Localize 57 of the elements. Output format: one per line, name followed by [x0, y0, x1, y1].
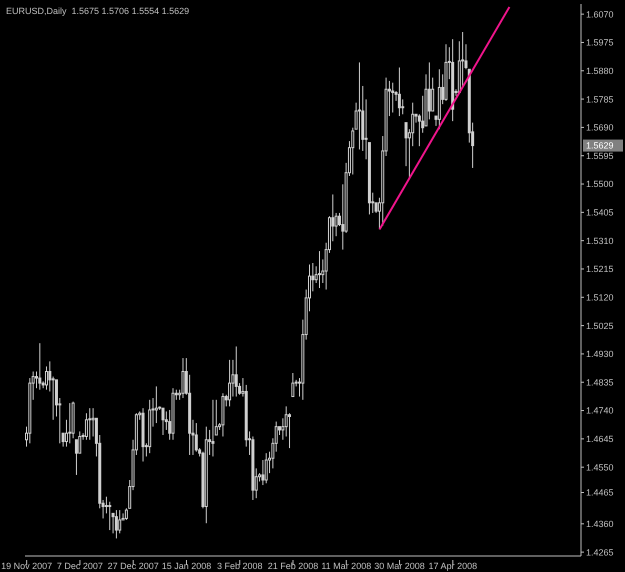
candlestick	[44, 366, 48, 390]
x-tick-label: 30 Mar 2008	[374, 561, 425, 571]
x-tick-label: 3 Feb 2008	[216, 561, 263, 571]
y-tick-label: 1.5310	[586, 236, 614, 246]
candlestick	[318, 250, 321, 289]
y-tick-label: 1.5500	[586, 179, 614, 190]
candlestick	[181, 358, 184, 399]
x-tick-label: 17 Apr 2008	[428, 561, 478, 571]
y-tick-label: 1.5215	[586, 264, 614, 274]
candlestick	[114, 510, 118, 539]
y-tick-label: 1.6070	[586, 9, 614, 20]
candlestick	[228, 359, 232, 407]
x-tick-label: 19 Nov 2007	[1, 561, 52, 571]
candlestick	[38, 342, 42, 390]
y-tick-label: 1.5405	[586, 208, 614, 218]
candlestick	[74, 439, 78, 476]
y-tick-label: 1.5025	[586, 320, 614, 331]
candlestick	[264, 452, 268, 484]
text: 1.5629	[586, 140, 614, 151]
candlestick	[288, 412, 292, 449]
y-tick-label: 1.4930	[586, 349, 614, 360]
candlestick	[211, 399, 214, 457]
candlestick	[118, 510, 122, 534]
candlestick	[68, 402, 72, 444]
candlestick	[88, 408, 92, 440]
y-tick-label: 1.5595	[586, 150, 614, 161]
x-tick-label: 7 Dec 2007	[56, 561, 103, 571]
y-tick-label: 1.4265	[586, 547, 614, 558]
x-tick-label: 11 Mar 2008	[321, 561, 372, 571]
candlestick	[78, 430, 82, 454]
y-tick-label: 1.5785	[586, 94, 614, 104]
y-tick-label: 1.5690	[586, 122, 614, 133]
y-tick-label: 1.4645	[586, 434, 614, 444]
y-tick-label: 1.4360	[586, 519, 614, 530]
candlestick	[391, 82, 394, 113]
y-tick-label: 1.4740	[586, 406, 614, 416]
x-tick-label: 27 Dec 2007	[108, 561, 159, 571]
candlestick	[261, 460, 264, 486]
chart-title: EURUSD,Daily 1.5675 1.5706 1.5554 1.5629	[6, 6, 190, 16]
y-tick-label: 1.4550	[586, 462, 614, 472]
y-tick-label: 1.5975	[586, 38, 614, 48]
candlestick	[162, 408, 165, 436]
candlestick	[291, 372, 294, 398]
x-tick-label: 15 Jan 2008	[162, 561, 212, 571]
x-tick-label: 21 Feb 2008	[268, 561, 318, 571]
y-tick-label: 1.4465	[586, 488, 614, 498]
candlestick	[398, 66, 401, 117]
candlestick	[234, 346, 238, 398]
candlestick	[358, 62, 361, 150]
y-tick-label: 1.5120	[586, 292, 614, 302]
candlestick	[108, 501, 112, 531]
candlestick	[431, 77, 434, 112]
y-tick-label: 1.5880	[586, 66, 614, 76]
candlestick	[194, 422, 198, 452]
y-tick-label: 1.4835	[586, 377, 614, 388]
candlestick	[154, 386, 158, 424]
candlestick	[104, 496, 108, 514]
